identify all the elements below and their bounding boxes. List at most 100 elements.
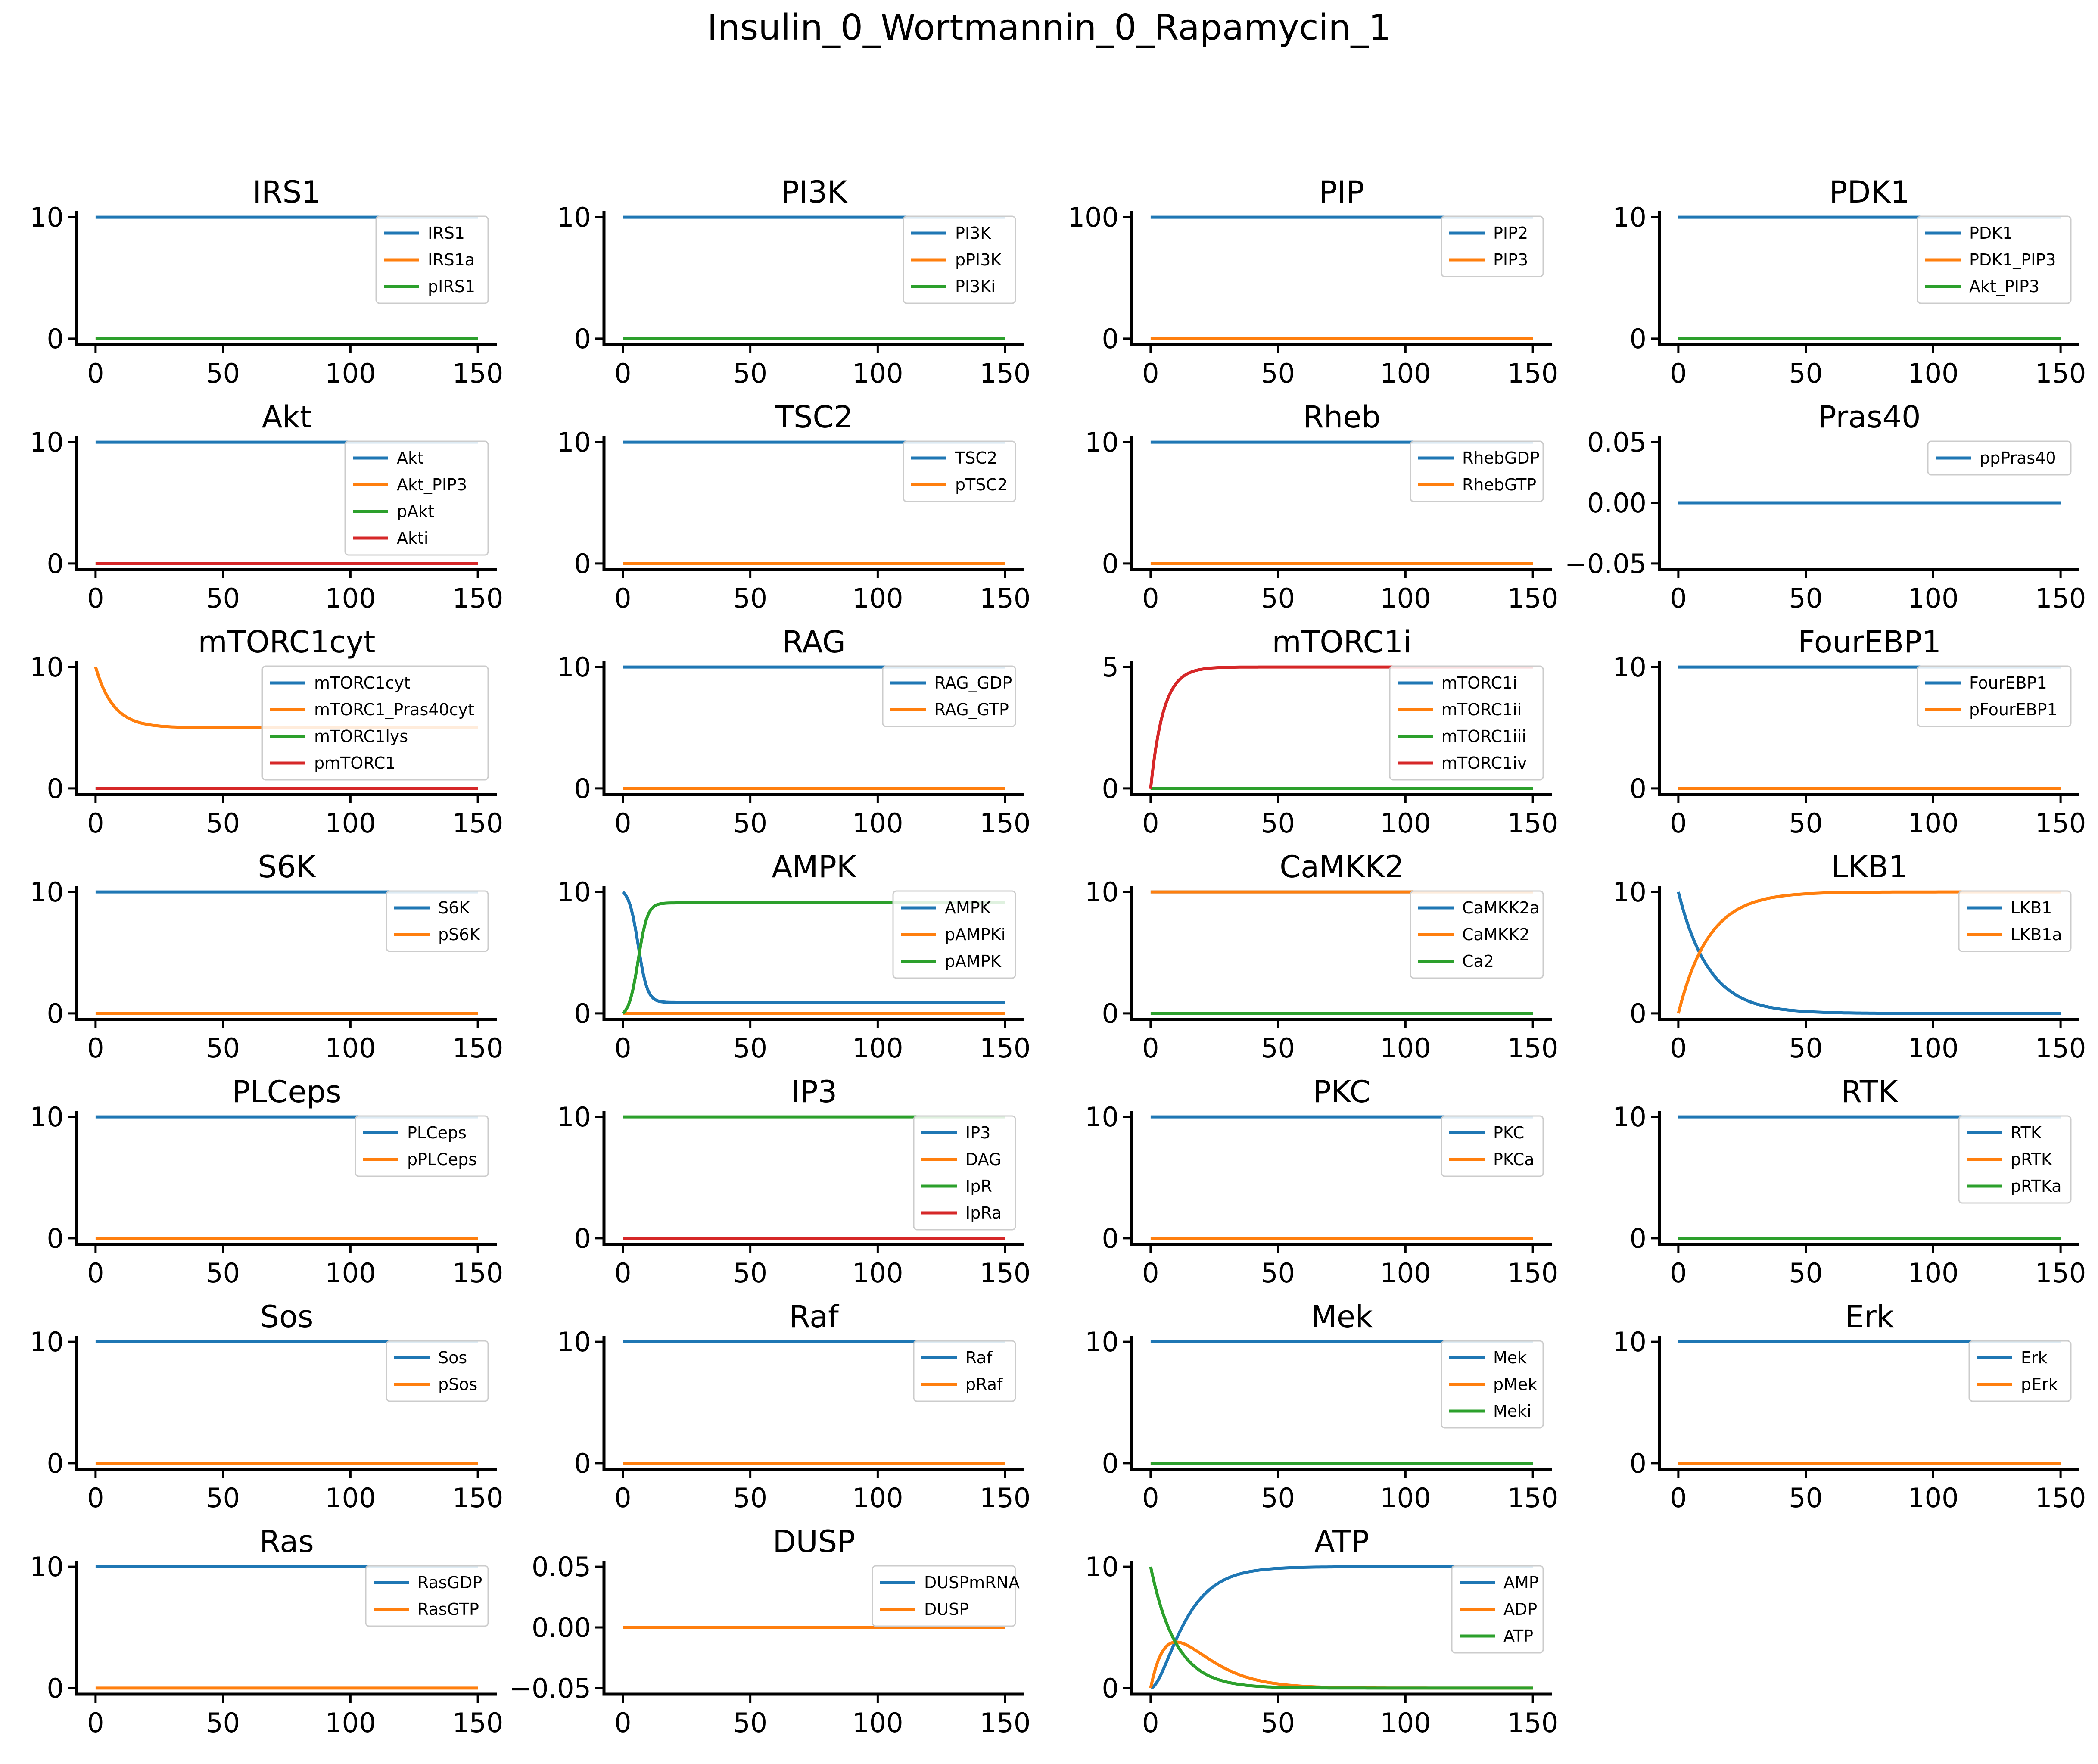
legend-label: mTORC1i xyxy=(1441,673,1517,692)
legend-label: Akt xyxy=(397,449,424,467)
x-tick-label: 50 xyxy=(1261,807,1295,839)
legend-label: AMPK xyxy=(945,898,991,917)
legend-label: mTORC1cyt xyxy=(314,673,411,692)
y-tick-label: 10 xyxy=(557,427,591,458)
legend: LKB1 LKB1a xyxy=(1958,890,2072,952)
x-tick-label: 0 xyxy=(1670,807,1687,839)
legend-frame xyxy=(1410,890,1544,979)
y-tick-label: 10 xyxy=(1612,1101,1647,1133)
x-tick-label: 50 xyxy=(1789,1482,1823,1514)
x-tick-label: 50 xyxy=(733,1707,767,1739)
series-line-atp xyxy=(1149,1566,1533,1690)
x-tick-label: 0 xyxy=(1670,1257,1687,1289)
x-tick-label: 100 xyxy=(852,1707,903,1739)
legend-frame xyxy=(903,215,1016,304)
x-tick-label: 100 xyxy=(325,1257,376,1289)
x-tick-label: 0 xyxy=(1142,583,1159,614)
y-tick-label: 0 xyxy=(47,1448,64,1479)
y-tick-label: 10 xyxy=(557,1326,591,1358)
x-tick-label: 50 xyxy=(733,1257,767,1289)
x-tick-label: 0 xyxy=(614,358,631,389)
legend: Raf pRaf xyxy=(913,1340,1016,1402)
axes-spines xyxy=(1658,1336,2079,1471)
legend-frame xyxy=(1958,890,2072,952)
x-tick-label: 100 xyxy=(1380,1032,1431,1064)
x-tick-label: 100 xyxy=(325,358,376,389)
x-tick-label: 50 xyxy=(1261,1707,1295,1739)
legend-label: RAG_GTP xyxy=(934,700,1009,719)
x-tick-label: 50 xyxy=(1261,1032,1295,1064)
subplot-title: mTORC1i xyxy=(1272,624,1411,660)
legend-frame xyxy=(1441,215,1544,277)
axes-spines xyxy=(1130,211,1552,346)
legend-label: pRTKa xyxy=(2011,1177,2062,1196)
legend-label: Akt_PIP3 xyxy=(1969,277,2039,296)
legend-label: DUSPmRNA xyxy=(924,1573,1020,1592)
y-tick-label: 10 xyxy=(30,427,64,458)
legend-label: pS6K xyxy=(438,925,480,944)
x-tick-label: 0 xyxy=(87,583,104,614)
axes-spines xyxy=(75,1336,497,1471)
subplot-title: RTK xyxy=(1841,1074,1899,1110)
x-tick-label: 150 xyxy=(1507,1482,1558,1514)
y-tick-label: 0.00 xyxy=(1587,487,1647,519)
axes-spines xyxy=(1658,661,2079,796)
axes-spines xyxy=(75,211,497,346)
legend: PLCeps pPLCeps xyxy=(355,1115,489,1177)
x-tick-label: 150 xyxy=(980,583,1030,614)
x-tick-label: 50 xyxy=(733,358,767,389)
x-tick-label: 0 xyxy=(1142,1257,1159,1289)
legend-frame xyxy=(1441,1340,1544,1429)
subplot-title: RAG xyxy=(782,624,846,660)
legend-label: Raf xyxy=(965,1348,993,1367)
y-tick-label: 10 xyxy=(557,876,591,908)
x-tick-label: 100 xyxy=(1908,1032,1958,1064)
y-tick-label: 0.05 xyxy=(1587,427,1647,458)
y-tick-label: 10 xyxy=(30,1551,64,1583)
series-line-lkb1 xyxy=(1677,891,2061,1015)
subplot-title: PI3K xyxy=(781,175,848,210)
axes-spines xyxy=(75,661,497,796)
legend-label: PDK1_PIP3 xyxy=(1969,250,2056,269)
legend: DUSPmRNA DUSP xyxy=(872,1565,1020,1627)
subplot-title: Sos xyxy=(260,1299,314,1334)
legend-label: CaMKK2 xyxy=(1462,925,1530,944)
legend-label: DAG xyxy=(965,1150,1001,1169)
subplot-title: Pras40 xyxy=(1818,399,1921,435)
legend-label: PKC xyxy=(1493,1123,1524,1142)
legend-label: IP3 xyxy=(965,1123,990,1142)
legend-label: DUSP xyxy=(924,1600,969,1619)
axes-spines xyxy=(75,1561,497,1696)
legend-label: RAG_GDP xyxy=(934,673,1012,692)
axes-spines xyxy=(602,661,1024,796)
legend-frame xyxy=(903,440,1016,502)
legend-label: TSC2 xyxy=(955,449,997,467)
legend-frame xyxy=(913,1115,1016,1231)
legend-frame xyxy=(386,890,489,952)
legend: AMP ADP ATP xyxy=(1451,1565,1544,1654)
x-tick-label: 150 xyxy=(980,807,1030,839)
axes-spines xyxy=(1130,1561,1552,1696)
x-tick-label: 50 xyxy=(1261,1257,1295,1289)
x-tick-label: 100 xyxy=(1908,1482,1958,1514)
subplot-title: AMPK xyxy=(772,849,857,885)
x-tick-label: 0 xyxy=(87,807,104,839)
legend-frame xyxy=(355,1115,489,1177)
legend: RAG_GDP RAG_GTP xyxy=(882,665,1016,727)
y-tick-label: 0 xyxy=(1102,1223,1119,1254)
legend-label: mTORC1lys xyxy=(314,727,408,746)
legend-frame xyxy=(1917,215,2072,304)
axes-spines xyxy=(602,1336,1024,1471)
y-tick-label: 10 xyxy=(1612,1326,1647,1358)
x-tick-label: 100 xyxy=(1380,583,1431,614)
x-tick-label: 0 xyxy=(87,358,104,389)
y-tick-label: 10 xyxy=(1612,202,1647,233)
legend-frame xyxy=(872,1565,1016,1627)
legend-label: Ca2 xyxy=(1462,952,1494,971)
